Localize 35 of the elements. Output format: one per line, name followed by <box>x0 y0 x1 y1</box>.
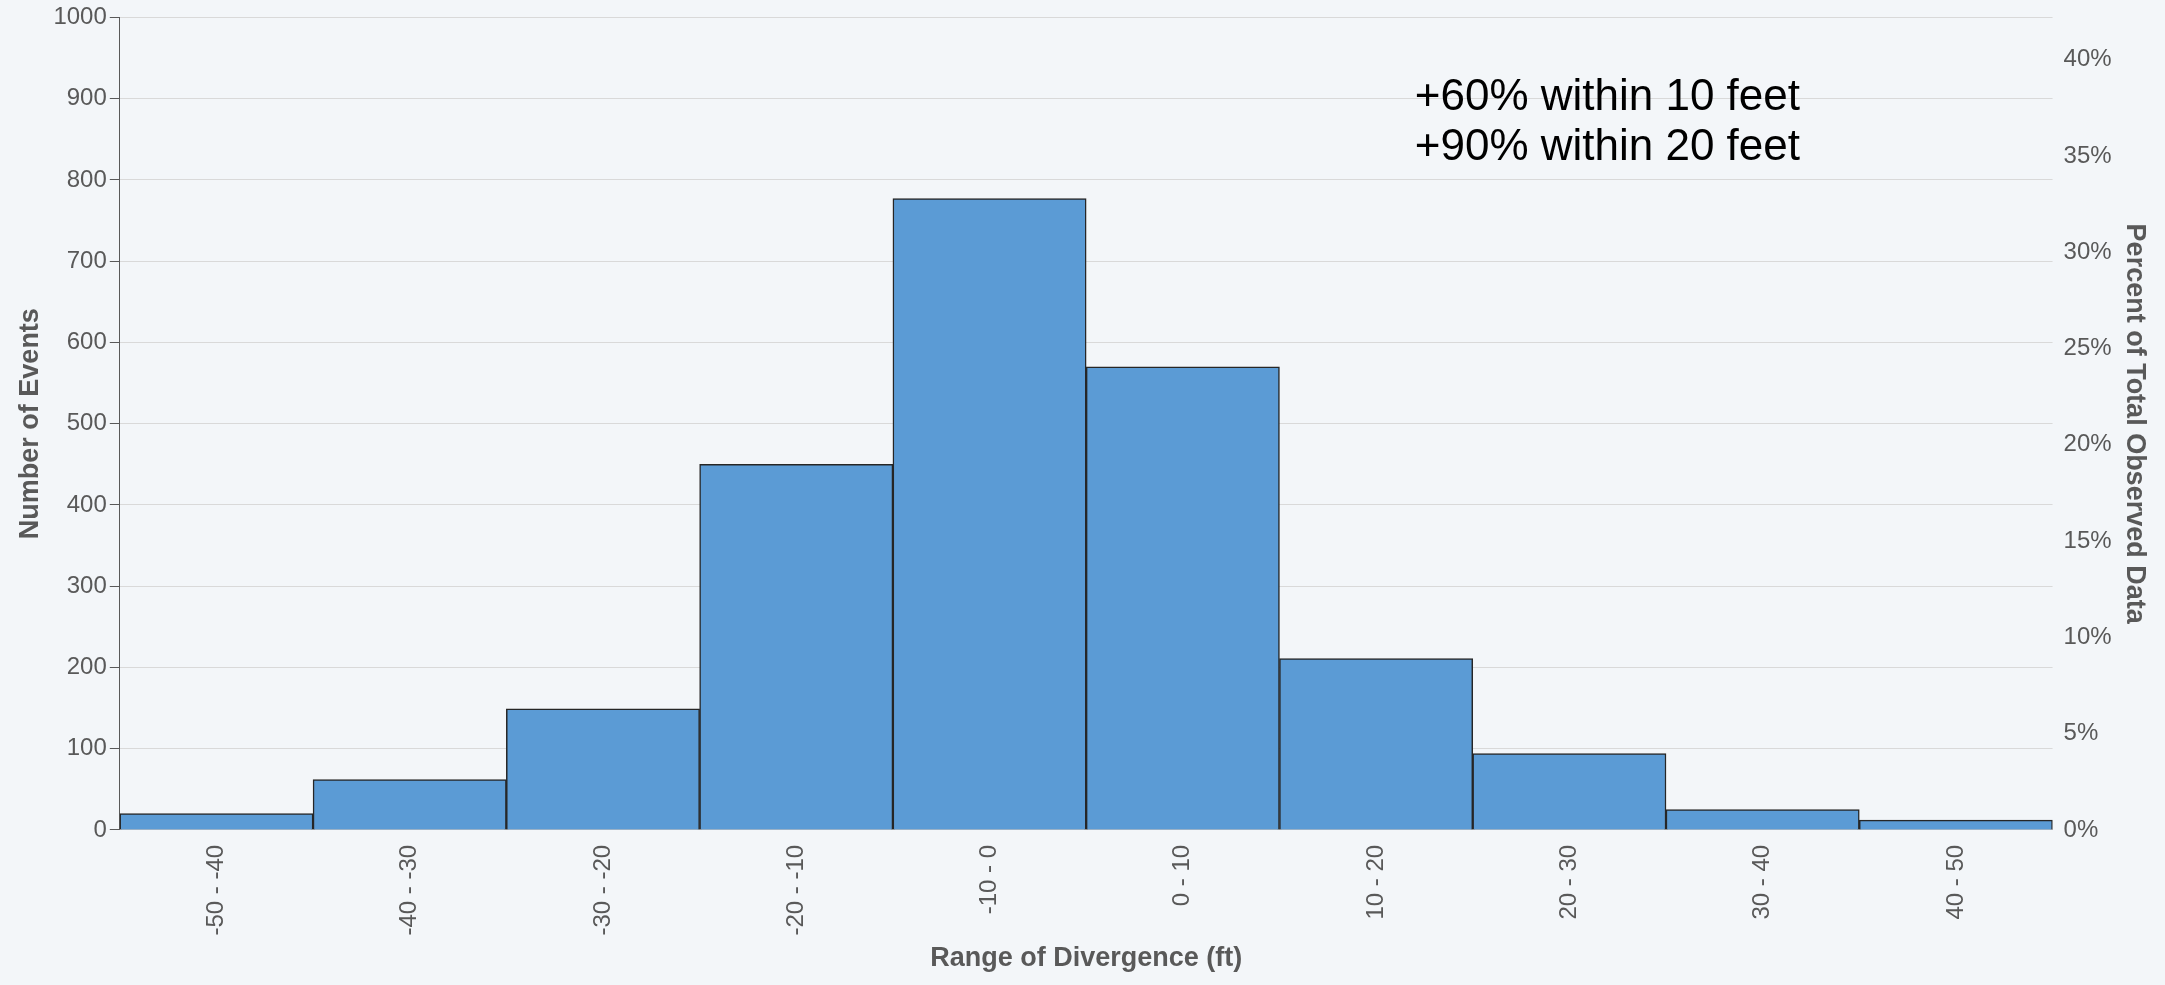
y-tick-label: 100 <box>66 733 107 761</box>
x-tick-label: 30 - 40 <box>1747 844 1775 920</box>
y2-tick-label: 30% <box>2063 236 2112 264</box>
y-tick-label: 800 <box>66 164 107 192</box>
y2-tick-label: 15% <box>2063 525 2112 553</box>
y-tick-label: 300 <box>66 570 107 598</box>
y2-tick-label: 40% <box>2063 44 2112 72</box>
y2-tick-label: 20% <box>2063 429 2112 457</box>
x-tick-label: -50 - -40 <box>201 844 229 936</box>
x-tick-label: 40 - 50 <box>1940 844 1968 920</box>
annotation: +90% within 20 feet <box>1414 119 1801 169</box>
x-tick-label: 10 - 20 <box>1360 844 1388 920</box>
y2-tick-label: 0% <box>2063 814 2099 842</box>
x-axis-title: Range of Divergence (ft) <box>930 942 1243 973</box>
y2-axis-title: Percent of Total Observed Data <box>2121 223 2152 625</box>
y2-tick-label: 5% <box>2063 718 2099 746</box>
y-tick-label: 0 <box>93 814 107 842</box>
y-tick-label: 500 <box>66 408 107 436</box>
annotation: +60% within 10 feet <box>1414 69 1801 119</box>
y-tick-label: 400 <box>66 489 107 517</box>
y-tick-label: 900 <box>66 83 107 111</box>
x-tick-label: 20 - 30 <box>1554 844 1581 920</box>
y-tick-label: 200 <box>66 652 107 680</box>
y2-tick-label: 25% <box>2063 333 2112 361</box>
y-tick-label: 1000 <box>53 2 107 30</box>
y2-tick-label: 35% <box>2063 140 2112 168</box>
y-tick-label: 700 <box>66 245 107 273</box>
y-tick-label: 600 <box>66 327 107 355</box>
x-tick-label: -10 - 0 <box>974 844 1002 915</box>
x-tick-label: -40 - -30 <box>394 844 422 936</box>
x-tick-label: -20 - -10 <box>780 844 808 936</box>
y-axis-title: Number of Events <box>13 308 44 540</box>
y2-tick-label: 10% <box>2063 621 2112 649</box>
x-tick-label: -30 - -20 <box>587 844 615 936</box>
x-tick-label: 0 - 10 <box>1167 844 1195 907</box>
